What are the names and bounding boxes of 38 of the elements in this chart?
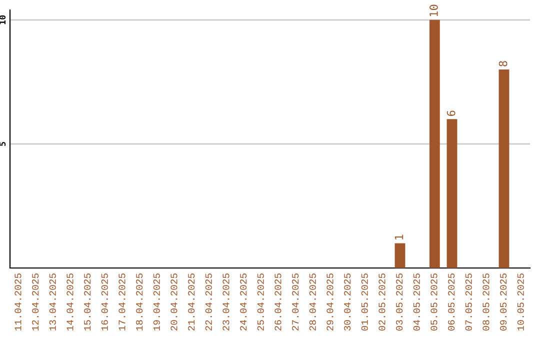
x-tick-label: 06.05.2025	[448, 273, 455, 331]
x-tick-label: 14.04.2025	[66, 273, 74, 331]
x-tick-label: 28.04.2025	[309, 273, 316, 331]
bar	[394, 243, 406, 268]
x-tick-label: 17.04.2025	[118, 273, 126, 331]
x-tick-label: 20.04.2025	[170, 273, 178, 331]
x-tick-label: 22.04.2025	[205, 273, 212, 331]
x-tick-label: 18.04.2025	[136, 273, 143, 331]
x-tick-label: 02.05.2025	[378, 273, 386, 331]
x-tick-label: 09.05.2025	[500, 273, 507, 331]
x-tick-label: 16.04.2025	[101, 273, 108, 331]
x-tick-label: 11.04.2025	[14, 273, 22, 331]
x-tick-label: 15.04.2025	[84, 273, 91, 331]
x-tick-label: 24.04.2025	[240, 273, 247, 331]
x-tick-label: 10.05.2025	[517, 273, 524, 331]
data-label: 8	[498, 61, 508, 66]
x-tick-label: 04.05.2025	[413, 273, 420, 331]
x-tick-label: 05.05.2025	[430, 273, 438, 331]
x-tick-label: 01.05.2025	[361, 273, 368, 331]
x-tick-label: 03.05.2025	[396, 273, 403, 331]
x-tick-label: 29.04.2025	[326, 273, 334, 331]
x-tick-label: 12.04.2025	[32, 273, 39, 331]
bar	[429, 20, 440, 268]
x-tick-label: 08.05.2025	[482, 273, 490, 331]
x-tick-label: 21.04.2025	[188, 273, 195, 331]
x-tick-label: 25.04.2025	[257, 273, 264, 331]
x-tick-label: 26.04.2025	[274, 273, 282, 331]
x-tick-label: 23.04.2025	[222, 273, 230, 331]
data-label: 10	[430, 4, 438, 16]
data-label: 6	[446, 110, 456, 116]
x-tick-label: 19.04.2025	[153, 273, 160, 331]
x-tick-label: 07.05.2025	[465, 273, 472, 331]
x-tick-label: 13.04.2025	[49, 273, 56, 331]
data-label: 1	[394, 234, 404, 240]
x-tick-label: 30.04.2025	[344, 273, 351, 331]
bar	[498, 70, 510, 268]
x-tick-label: 27.04.2025	[292, 273, 299, 331]
bar	[446, 119, 458, 268]
